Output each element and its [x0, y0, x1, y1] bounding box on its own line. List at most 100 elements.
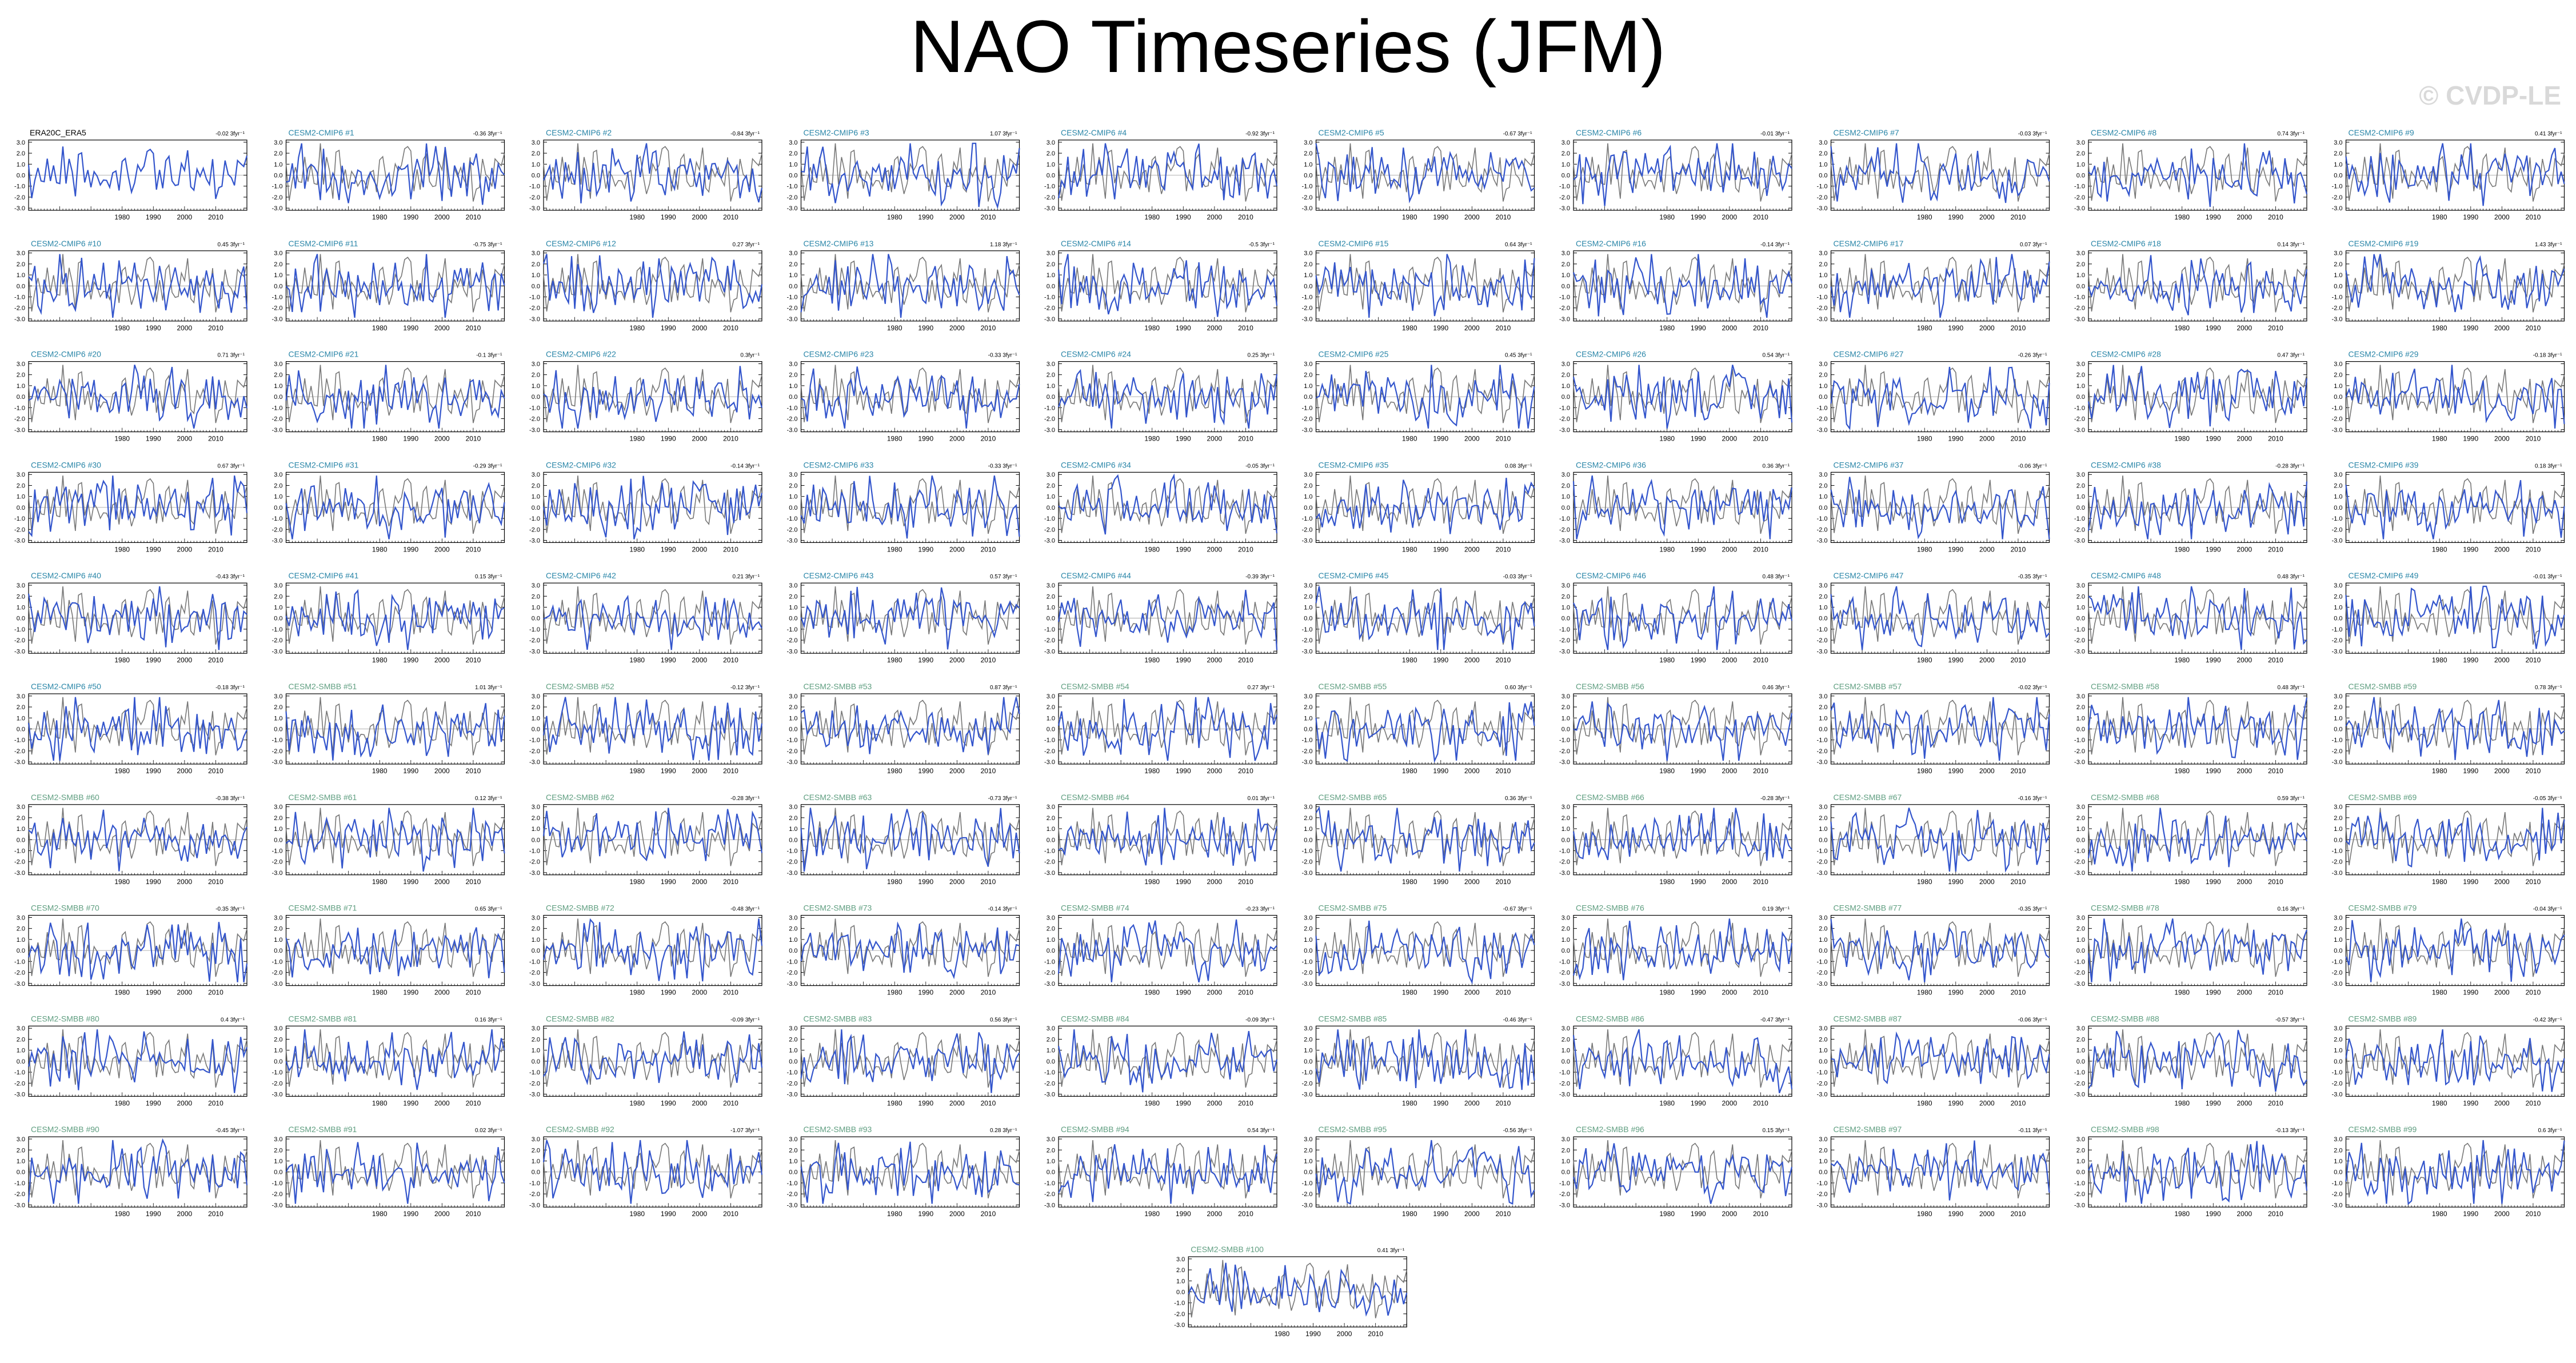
observed-series-line: [800, 365, 1020, 423]
y-tick-label: -1.0: [272, 626, 283, 633]
chart-panel: 3.0 2.0 1.0 0.0 -1.0 -2.0 -3.0 1980 1990 2000 2010…: [529, 350, 763, 443]
panel-title: CESM2-CMIP6 #27: [1834, 350, 1904, 359]
y-tick-label: 1.0: [789, 383, 797, 390]
x-tick-label: 1980: [887, 213, 902, 221]
y-tick-label: 0.0: [532, 615, 540, 622]
y-tick-label: 3.0: [2334, 139, 2342, 146]
y-tick-label: -1.0: [1044, 183, 1055, 190]
y-tick-label: 1.0: [1561, 272, 1570, 279]
y-tick-label: -1.0: [14, 183, 25, 190]
y-tick-label: -3.0: [14, 316, 25, 323]
chart-panel: 3.0 2.0 1.0 0.0 -1.0 -2.0 -3.0 1980 1990 2000 2010…: [1559, 128, 1792, 221]
y-tick-label: 0.0: [2076, 505, 2085, 511]
x-tick-label: 1980: [629, 324, 645, 332]
x-tick-label: 1980: [372, 656, 388, 664]
panel-title: CESM2-CMIP6 #23: [804, 350, 874, 359]
y-tick-label: 2.0: [2076, 150, 2085, 157]
model-series-line: [286, 143, 505, 205]
y-tick-label: 0.0: [789, 505, 797, 511]
x-tick-label: 1990: [1433, 656, 1448, 664]
y-tick-label: 3.0: [789, 582, 797, 589]
x-tick-label: 2000: [177, 656, 193, 664]
x-tick-label: 2010: [466, 213, 481, 221]
y-tick-label: 2.0: [1819, 150, 1827, 157]
panel-title: CESM2-CMIP6 #2: [546, 128, 612, 137]
observed-series-line: [1315, 475, 1535, 534]
trend-label: -0.36 3fyr⁻¹: [473, 131, 503, 137]
y-tick-label: 2.0: [1561, 372, 1570, 379]
y-tick-label: -3.0: [272, 427, 283, 434]
x-tick-label: 2010: [723, 324, 738, 332]
observed-series-line: [1830, 143, 2050, 202]
y-tick-label: 2.0: [17, 482, 25, 489]
observed-series-line: [543, 143, 762, 202]
y-tick-label: -3.0: [2074, 648, 2085, 655]
y-tick-label: 3.0: [789, 250, 797, 257]
y-tick-label: -1.0: [2074, 294, 2085, 301]
y-tick-label: -3.0: [14, 648, 25, 655]
y-tick-label: 2.0: [1047, 150, 1055, 157]
trend-label: 0.14 3fyr⁻¹: [2277, 242, 2305, 248]
y-tick-label: 1.0: [532, 383, 540, 390]
y-tick-label: 2.0: [2334, 261, 2342, 268]
trend-label: 0.54 3fyr⁻¹: [1762, 353, 1790, 359]
y-tick-label: -3.0: [787, 205, 798, 212]
y-tick-label: 1.0: [789, 604, 797, 611]
observed-series-line: [2088, 143, 2307, 202]
model-series-line: [285, 589, 505, 650]
chart-panel: 3.0 2.0 1.0 0.0 -1.0 -2.0 -3.0 1980 1990 2000 2010…: [787, 571, 1020, 664]
y-tick-label: 1.0: [274, 494, 282, 501]
y-tick-label: 0.0: [2334, 394, 2342, 401]
y-tick-label: 1.0: [789, 161, 797, 168]
y-tick-label: 3.0: [1819, 361, 1827, 367]
model-series-line: [542, 143, 763, 203]
model-series-line: [1315, 586, 1535, 650]
y-tick-label: 1.0: [1304, 272, 1312, 279]
trend-label: 0.07 3fyr⁻¹: [2020, 242, 2047, 248]
model-series-line: [1572, 254, 1793, 318]
x-tick-label: 1990: [2206, 545, 2221, 553]
x-tick-label: 2000: [949, 213, 965, 221]
y-tick-label: 0.0: [274, 394, 282, 401]
chart-panel: 3.0 2.0 1.0 0.0 -1.0 -2.0 -3.0 1980 1990 2000 2010…: [272, 239, 505, 332]
y-tick-label: 0.0: [17, 283, 25, 290]
x-tick-label: 2010: [2526, 324, 2541, 332]
panel-title: CESM2-CMIP6 #29: [2349, 350, 2419, 359]
y-tick-label: 1.0: [532, 604, 540, 611]
y-tick-label: -2.0: [1044, 637, 1055, 644]
y-tick-label: 1.0: [17, 494, 25, 501]
x-tick-label: 1990: [1176, 656, 1191, 664]
y-tick-label: 0.0: [274, 283, 282, 290]
x-tick-label: 1990: [661, 656, 676, 664]
trend-label: -0.75 3fyr⁻¹: [473, 242, 503, 248]
trend-label: -0.05 3fyr⁻¹: [1245, 463, 1275, 469]
y-tick-label: 3.0: [1047, 250, 1055, 257]
x-tick-label: 2010: [208, 324, 223, 332]
y-tick-label: 3.0: [1304, 471, 1312, 478]
model-series-line: [1057, 143, 1278, 201]
y-tick-label: 0.0: [2334, 505, 2342, 511]
y-tick-label: 3.0: [2076, 139, 2085, 146]
x-tick-label: 1990: [1691, 213, 1706, 221]
model-series-line: [1315, 478, 1535, 534]
panel-title: CESM2-CMIP6 #47: [1834, 571, 1904, 580]
x-tick-label: 2010: [1496, 324, 1511, 332]
x-tick-label: 2010: [2011, 213, 2026, 221]
y-tick-label: 1.0: [532, 272, 540, 279]
y-tick-label: 3.0: [1304, 250, 1312, 257]
x-tick-label: 1980: [2174, 324, 2190, 332]
y-tick-label: 0.0: [1047, 173, 1055, 179]
panel-title: CESM2-CMIP6 #5: [1319, 128, 1384, 137]
x-tick-label: 2000: [949, 656, 965, 664]
y-tick-label: 3.0: [1304, 582, 1312, 589]
chart-panel: 3.0 2.0 1.0 0.0 -1.0 -2.0 -3.0 1980 1990 2000 2010…: [2074, 350, 2308, 443]
x-tick-label: 1980: [2432, 324, 2447, 332]
x-tick-label: 2010: [1753, 213, 1768, 221]
y-tick-label: 0.0: [532, 173, 540, 179]
chart-panel: 3.0 2.0 1.0 0.0 -1.0 -2.0 -3.0 1980 1990 2000 2010…: [1302, 460, 1535, 553]
chart-panel: 3.0 2.0 1.0 0.0 -1.0 -2.0 -3.0 1980 1990 2000 2010…: [529, 460, 763, 553]
trend-label: -0.02 3fyr⁻¹: [215, 131, 245, 137]
x-tick-label: 2010: [2268, 213, 2283, 221]
y-tick-label: -3.0: [2332, 427, 2343, 434]
trend-label: -0.14 3fyr⁻¹: [1760, 242, 1790, 248]
